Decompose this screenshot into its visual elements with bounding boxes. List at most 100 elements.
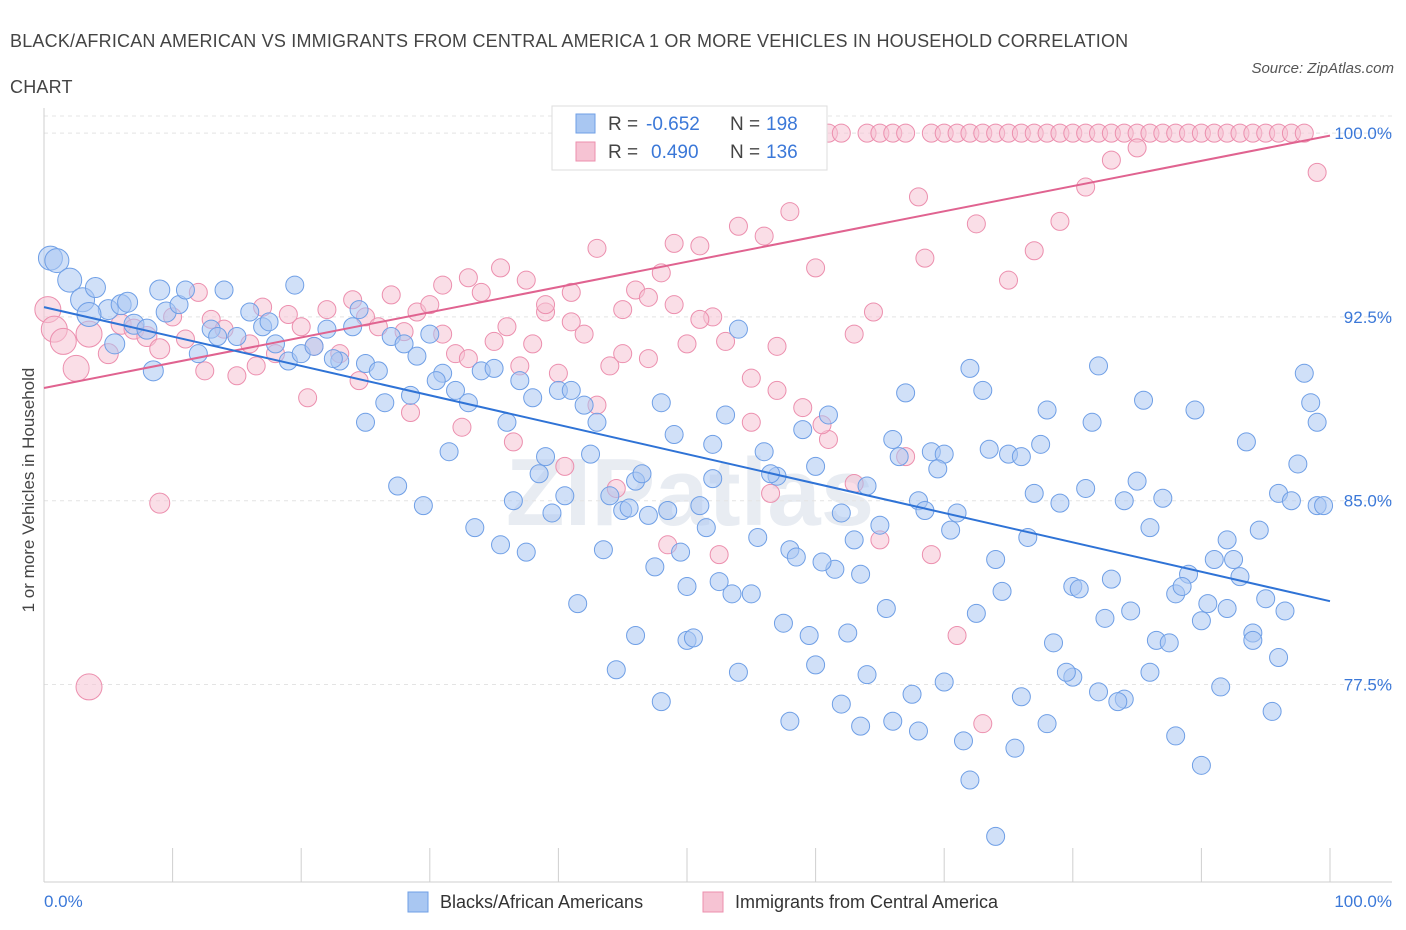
- data-point-blacks: [696, 518, 716, 538]
- data-point-immigrants: [574, 324, 594, 344]
- data-point-blacks: [1281, 491, 1301, 511]
- data-point-blacks: [1127, 471, 1147, 491]
- data-point-blacks: [1224, 550, 1244, 570]
- data-point-immigrants: [561, 312, 581, 332]
- data-point-blacks: [1307, 412, 1327, 432]
- data-point-blacks: [1262, 701, 1282, 721]
- series-immigrants-points: [34, 123, 1327, 734]
- data-point-blacks: [394, 334, 414, 354]
- data-point-blacks: [44, 248, 70, 274]
- data-point-blacks: [1121, 601, 1141, 621]
- data-point-blacks: [1005, 738, 1025, 758]
- data-point-immigrants: [831, 123, 851, 143]
- data-point-immigrants: [806, 258, 826, 278]
- data-point-immigrants: [1076, 177, 1096, 197]
- y-tick-labels: 77.5% 85.0% 92.5% 100.0%: [1334, 124, 1392, 694]
- data-point-blacks: [304, 336, 324, 356]
- data-point-blacks: [986, 826, 1006, 846]
- data-point-blacks: [561, 380, 581, 400]
- data-point-blacks: [806, 456, 826, 476]
- data-point-blacks: [1024, 483, 1044, 503]
- data-point-blacks: [844, 530, 864, 550]
- data-point-blacks: [208, 327, 228, 347]
- data-point-immigrants: [664, 295, 684, 315]
- data-point-immigrants: [548, 363, 568, 383]
- data-point-blacks: [870, 515, 890, 535]
- data-point-blacks: [1031, 434, 1051, 454]
- data-point-blacks: [690, 496, 710, 516]
- data-point-blacks: [149, 279, 171, 301]
- data-point-blacks: [928, 459, 948, 479]
- data-point-blacks: [626, 625, 646, 645]
- data-point-blacks: [831, 503, 851, 523]
- data-point-immigrants: [896, 123, 916, 143]
- data-point-blacks: [503, 491, 523, 511]
- data-point-blacks: [651, 393, 671, 413]
- y-tick-label: 100.0%: [1334, 124, 1392, 143]
- data-point-blacks: [1217, 530, 1237, 550]
- legend-pink-r-value: 0.490: [651, 142, 699, 163]
- data-point-blacks: [1256, 589, 1276, 609]
- data-point-blacks: [1011, 687, 1031, 707]
- data-point-immigrants: [754, 226, 774, 246]
- data-point-immigrants: [677, 334, 697, 354]
- data-point-blacks: [175, 280, 195, 300]
- bottom-legend-label-immigrants: Immigrants from Central America: [735, 892, 999, 912]
- data-point-blacks: [465, 518, 485, 538]
- data-point-immigrants: [561, 282, 581, 302]
- data-point-immigrants: [761, 483, 781, 503]
- data-point-blacks: [227, 327, 247, 347]
- legend-blue-r-label: R =: [608, 114, 638, 135]
- data-point-blacks: [1269, 648, 1289, 668]
- data-point-blacks: [973, 380, 993, 400]
- data-point-blacks: [1134, 390, 1154, 410]
- data-point-blacks: [883, 429, 903, 449]
- data-point-immigrants: [728, 216, 748, 236]
- data-point-immigrants: [62, 354, 90, 382]
- data-point-blacks: [497, 412, 517, 432]
- data-point-blacks: [1159, 633, 1179, 653]
- data-point-blacks: [857, 665, 877, 685]
- data-point-blacks: [349, 300, 369, 320]
- data-point-blacks: [658, 501, 678, 521]
- data-point-immigrants: [947, 625, 967, 645]
- data-point-blacks: [446, 380, 466, 400]
- data-point-blacks: [966, 603, 986, 623]
- data-point-immigrants: [915, 248, 935, 268]
- data-point-immigrants: [638, 349, 658, 369]
- data-point-blacks: [812, 552, 832, 572]
- x-tick-marks: [43, 848, 1331, 882]
- legend-box: [551, 105, 828, 171]
- data-point-blacks: [368, 361, 388, 381]
- data-point-immigrants: [458, 349, 478, 369]
- data-point-blacks: [606, 660, 626, 680]
- data-point-blacks: [568, 594, 588, 614]
- series-blacks-points: [37, 245, 1334, 846]
- legend-pink-r-label: R =: [608, 142, 638, 163]
- correlation-legend: R = -0.652 N = 198 R = 0.490 N = 136: [551, 105, 828, 171]
- data-point-immigrants: [1101, 150, 1121, 170]
- data-point-immigrants: [433, 275, 453, 295]
- data-point-blacks: [851, 564, 871, 584]
- series-immigrants-trendline: [43, 134, 1331, 389]
- data-point-immigrants: [613, 300, 633, 320]
- data-point-blacks: [1101, 569, 1121, 589]
- data-point-immigrants: [291, 317, 311, 337]
- data-point-blacks: [516, 542, 536, 562]
- chart-title: BLACK/AFRICAN AMERICAN VS IMMIGRANTS FRO…: [10, 31, 1129, 97]
- data-point-blacks: [1076, 478, 1096, 498]
- data-point-immigrants: [921, 545, 941, 565]
- data-point-blacks: [664, 425, 684, 445]
- data-point-immigrants: [1307, 162, 1327, 182]
- data-point-blacks: [1243, 630, 1263, 650]
- bottom-legend-swatch-pink: [702, 891, 724, 913]
- data-point-immigrants: [908, 187, 928, 207]
- data-point-blacks: [1191, 611, 1211, 631]
- data-point-blacks: [1037, 714, 1057, 734]
- data-point-blacks: [953, 731, 973, 751]
- data-point-blacks: [214, 280, 234, 300]
- data-point-blacks: [1140, 518, 1160, 538]
- data-point-blacks: [671, 542, 691, 562]
- y-axis-title: 1 or more Vehicles in Household: [19, 368, 38, 613]
- data-point-immigrants: [401, 402, 421, 422]
